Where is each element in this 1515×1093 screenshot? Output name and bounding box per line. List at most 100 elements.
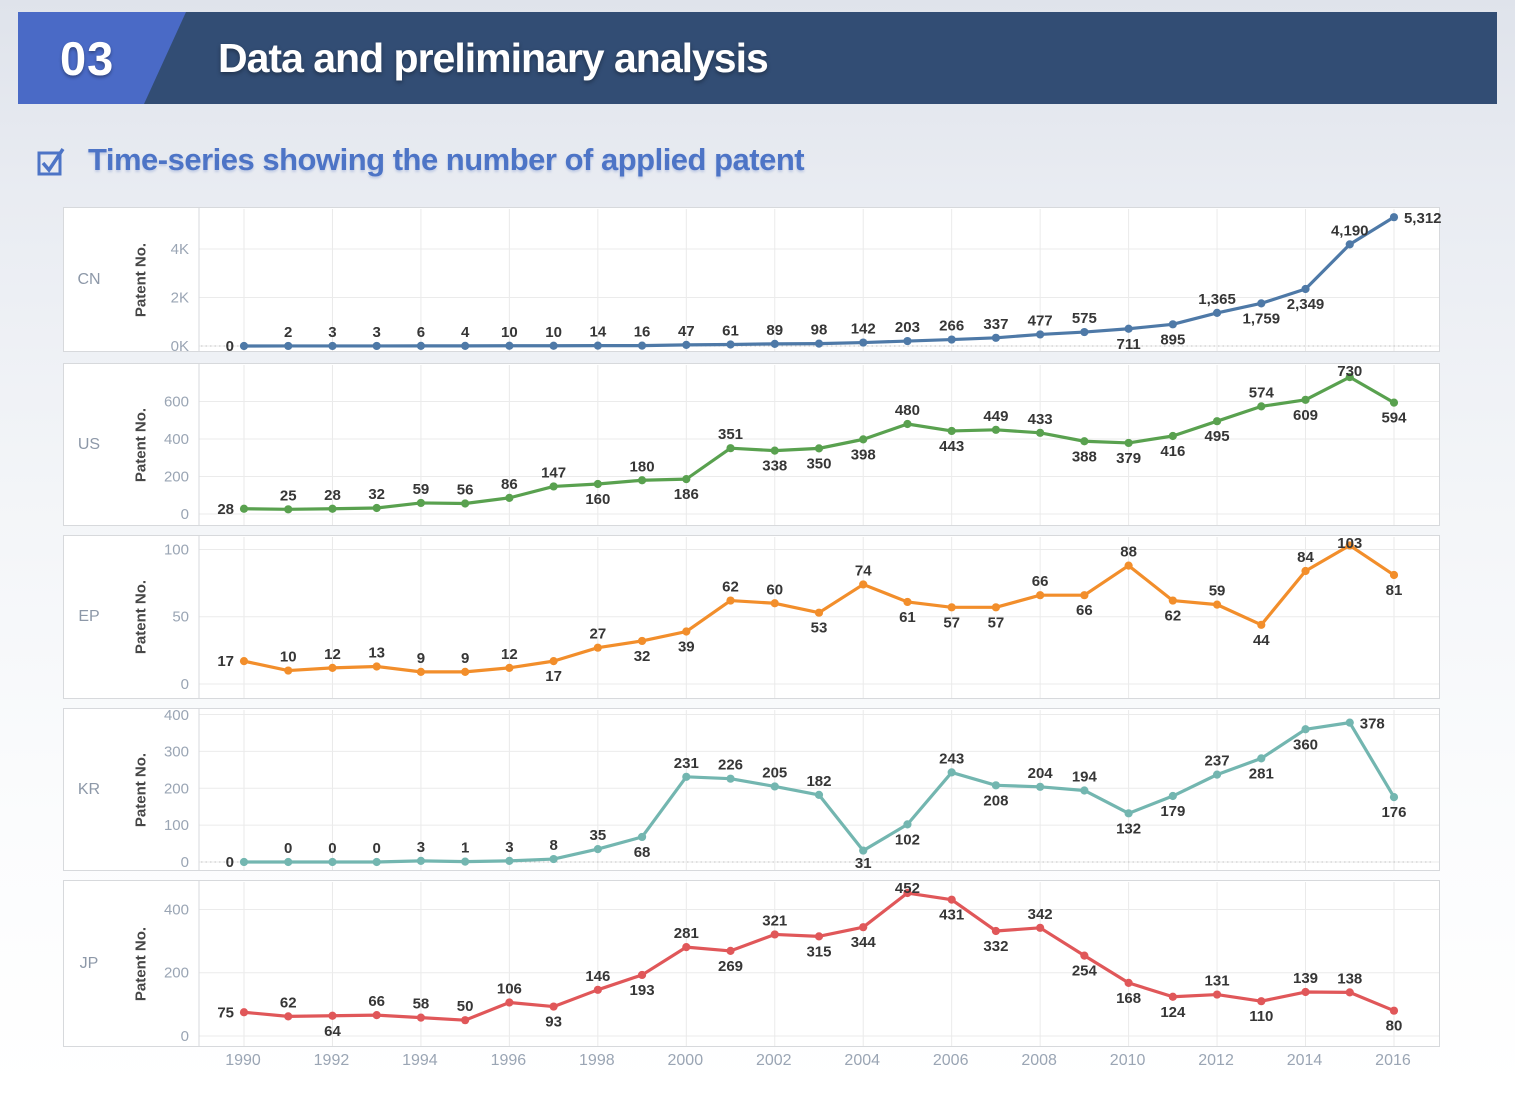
data-point-marker [637,970,647,980]
data-point-label: 2,349 [1287,296,1325,313]
data-point-marker [239,1008,249,1017]
data-point-marker [903,820,912,829]
y-tick-label: 400 [164,431,189,448]
data-point-label: 193 [630,982,655,999]
data-point-label: 89 [766,322,783,339]
data-point-marker [1389,213,1399,222]
data-point-label: 378 [1360,716,1385,733]
data-point-marker [947,895,956,904]
y-tick-label: 100 [164,817,189,834]
data-point-label: 231 [674,755,699,772]
data-point-marker [1389,398,1399,407]
data-point-label: 124 [1160,1004,1186,1021]
data-point-label: 13 [368,645,385,662]
data-point-label: 1,759 [1243,310,1281,327]
data-point-marker [903,419,912,429]
y-tick-label: 4K [171,241,189,258]
data-point-marker [372,503,381,513]
data-point-label: 186 [674,486,699,503]
data-point-label: 452 [895,880,920,897]
data-point-marker [682,772,691,781]
x-axis-label: 2000 [667,1052,704,1069]
data-point-label: 180 [630,458,655,475]
data-point-marker [284,1012,293,1021]
data-point-label: 182 [806,773,831,790]
data-point-marker [1080,327,1089,337]
data-point-label: 226 [718,757,743,774]
data-point-marker [549,657,558,666]
data-point-marker [1124,809,1133,818]
data-point-label: 102 [895,831,920,848]
panel-jp: JP Patent No. 0 200 400 75 62 64 66 58 50 106 93 146 1… [63,880,1440,1047]
data-point-label: 388 [1072,448,1097,465]
data-point-marker [416,856,426,865]
data-point-marker [328,1011,337,1020]
data-point-label: 98 [811,322,828,339]
data-point-marker [947,335,956,344]
section-number: 03 [60,31,115,85]
data-point-marker [1080,437,1089,446]
data-point-label: 9 [417,650,425,667]
data-point-marker [1080,951,1089,960]
data-point-label: 480 [895,402,920,419]
data-point-marker [1301,987,1310,997]
data-point-marker [505,663,514,672]
data-point-marker [1345,541,1354,550]
data-point-label: 31 [855,855,872,872]
data-point-label: 332 [983,938,1008,955]
data-point-marker [726,340,735,349]
data-point-label: 9 [461,650,469,667]
data-point-marker [1257,299,1266,308]
x-axis-label: 2008 [1021,1052,1057,1069]
data-point-label: 0 [226,854,234,871]
data-point-marker [1080,591,1089,600]
data-point-label: 32 [368,486,385,503]
data-point-label: 895 [1160,331,1185,348]
data-point-label: 50 [457,998,474,1015]
data-point-marker [239,341,249,351]
data-point-label: 84 [1297,549,1314,566]
data-point-marker [416,1013,426,1022]
data-point-label: 27 [589,626,606,643]
data-point-label: 315 [806,943,831,960]
data-point-label: 0 [284,840,292,857]
data-point-marker [903,597,912,607]
data-point-marker [1257,754,1266,763]
data-point-marker [505,856,514,865]
data-point-marker [1389,570,1399,580]
data-point-marker [1257,402,1266,411]
data-point-marker [1036,428,1045,437]
subtitle-text: Time-series showing the number of applie… [88,142,805,177]
panel-ep-plot: 0 50 100 17 10 12 13 9 9 12 17 27 32 39 62 60 53 74 61 57 57… [164,535,1439,698]
data-point-marker [682,943,691,952]
data-point-marker [372,341,381,351]
data-point-marker [1168,596,1177,605]
data-point-label: 0 [373,840,381,857]
page-title: Data and preliminary analysis [218,34,769,81]
data-point-marker [1124,438,1133,448]
data-point-label: 730 [1337,363,1362,380]
y-tick-label: 200 [164,469,189,486]
data-point-marker [461,499,470,508]
data-point-marker [416,341,426,350]
panel-row-label-jp: JP [79,954,99,972]
data-point-marker [1345,988,1354,997]
data-point-label: 80 [1386,1018,1403,1035]
data-point-marker [991,781,1001,790]
data-point-marker [239,504,249,513]
data-point-label: 44 [1253,632,1270,649]
x-axis-label: 1998 [579,1052,615,1069]
y-tick-label: 400 [164,901,189,918]
data-point-label: 61 [722,323,739,340]
data-point-label: 142 [851,321,876,338]
data-point-label: 4,190 [1331,222,1369,239]
data-point-label: 62 [280,994,297,1011]
data-point-marker [814,790,824,800]
x-axis-label: 2014 [1286,1052,1323,1069]
panel-cn: CN Patent No. 0K 2K 4K 0 2 3 3 6 4 10 10 14 16 47 61 89 98… [63,207,1442,355]
data-point-marker [770,599,779,608]
data-point-label: 711 [1116,336,1140,353]
data-point-marker [1036,923,1045,932]
data-point-marker [1212,770,1222,779]
